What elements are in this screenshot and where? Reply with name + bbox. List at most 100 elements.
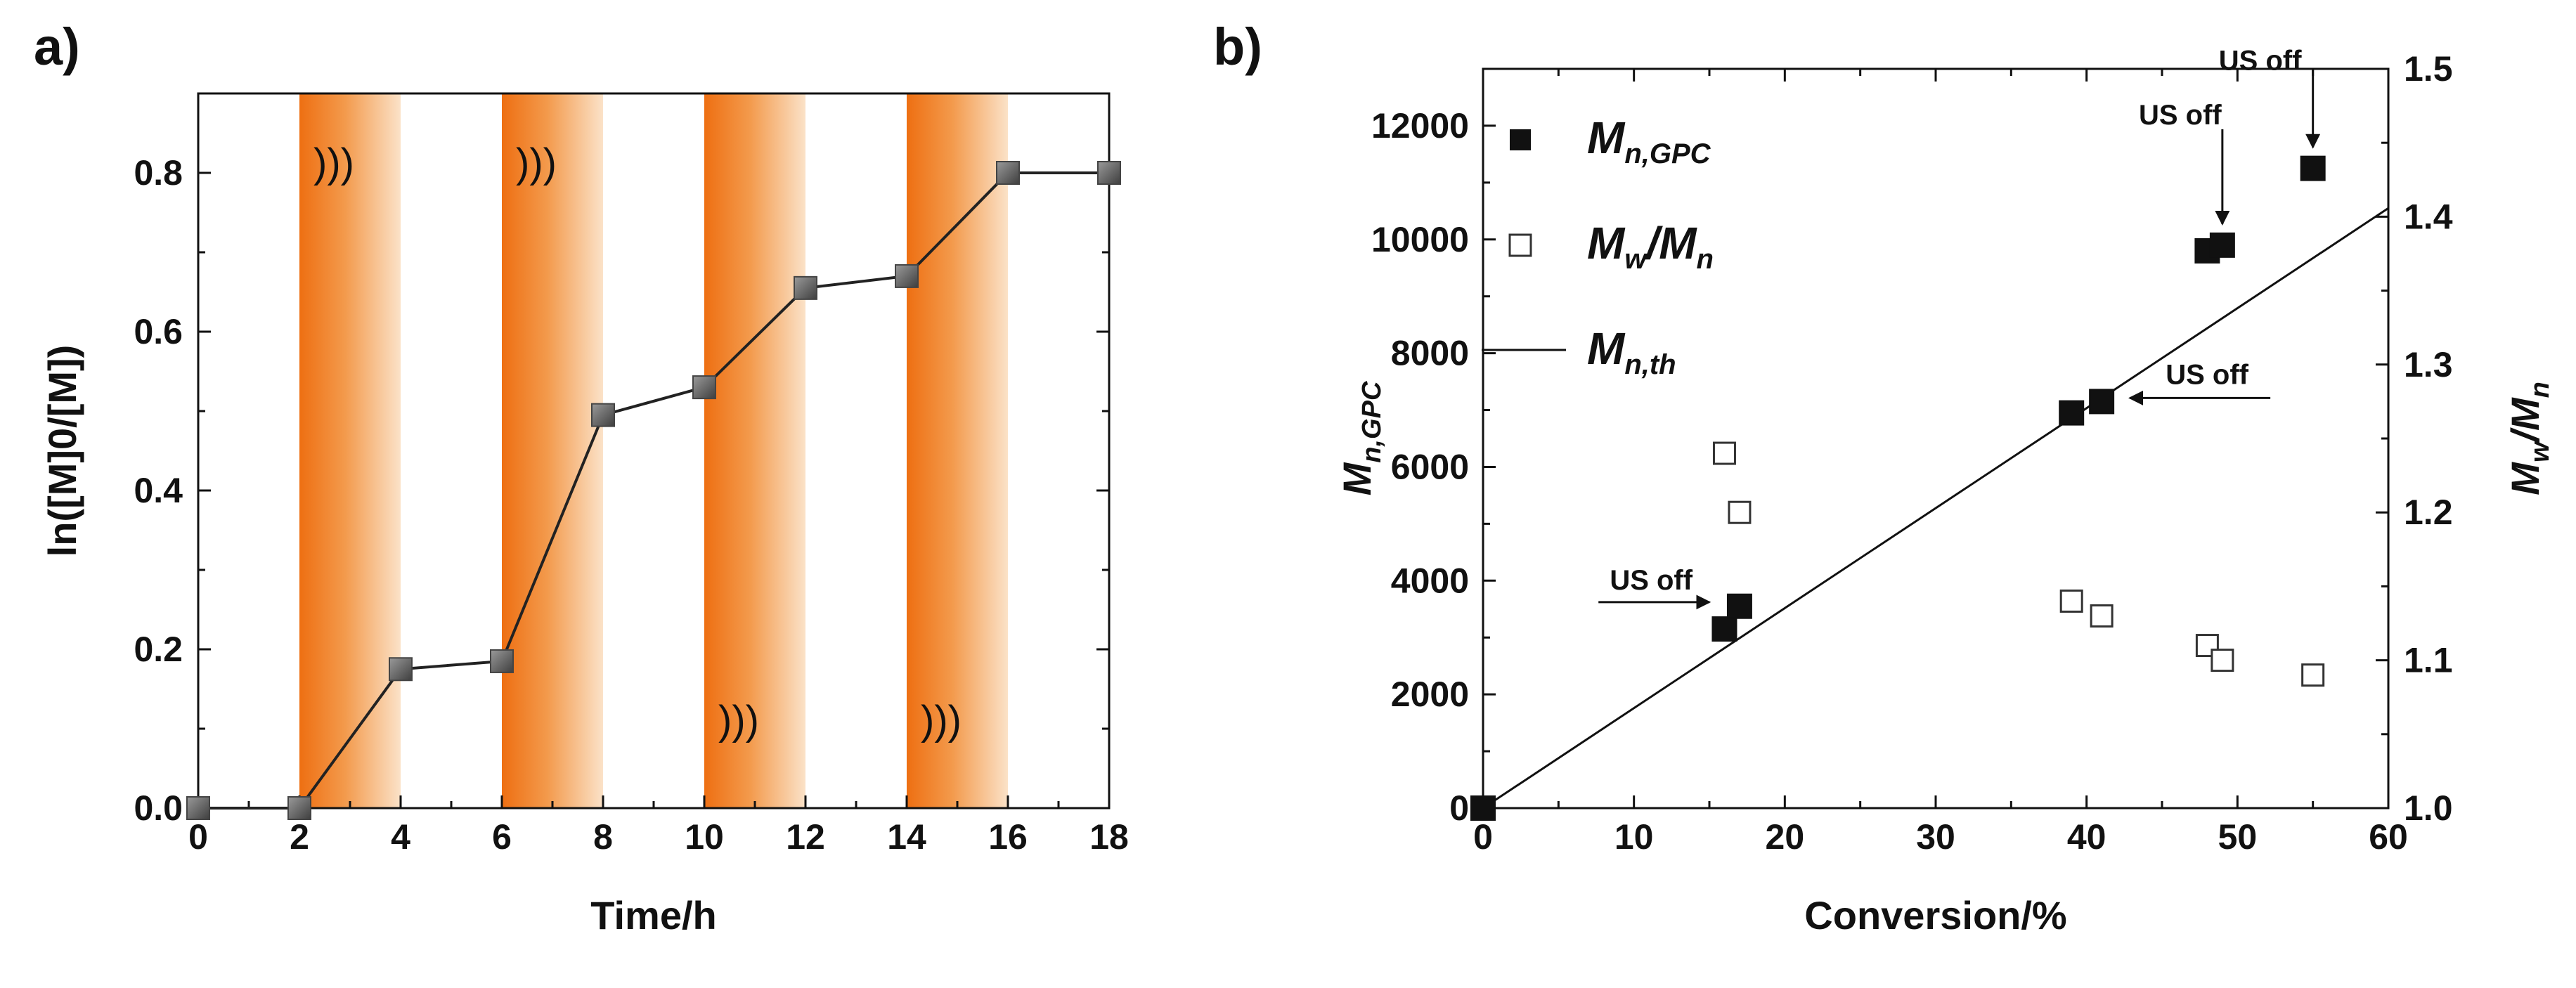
y-right-tick-label: 1.0 xyxy=(2404,788,2453,828)
y-right-title-sub2: n xyxy=(2525,382,2555,398)
panel-a-label: a) xyxy=(34,18,80,76)
mn-gpc-point xyxy=(1711,616,1737,642)
y-tick-label: 0.8 xyxy=(134,153,183,193)
y-right-title-sep: /M xyxy=(2503,397,2547,444)
mw-mn-point xyxy=(1728,500,1752,524)
x-tick-label: 0 xyxy=(188,817,208,857)
y-left-title-sub: n,GPC xyxy=(1357,381,1387,463)
mn-gpc-point xyxy=(2059,400,2085,426)
y-left-tick-label: 10000 xyxy=(1371,220,1469,259)
y-tick-label: 0.0 xyxy=(134,788,183,828)
x-tick-label: 12 xyxy=(786,817,825,857)
mn-gpc-point xyxy=(1470,795,1496,821)
mn-gpc-point xyxy=(2089,389,2115,415)
x-tick-label: 2 xyxy=(290,817,309,857)
mw-mn-point xyxy=(2090,604,2114,628)
y-right-axis-title: Mw/Mn xyxy=(2503,382,2555,495)
y-tick-label: 0.2 xyxy=(134,630,183,669)
y-left-tick-label: 6000 xyxy=(1391,447,1469,486)
data-point xyxy=(1097,161,1121,185)
x-tick-label: 0 xyxy=(1473,817,1493,857)
y-tick-label: 0.6 xyxy=(134,312,183,351)
x-axis-title: Conversion/% xyxy=(1804,893,2066,937)
ultrasound-band xyxy=(704,93,805,808)
y-axis-title: ln([M]0/[M]) xyxy=(40,345,84,557)
plot-frame xyxy=(1482,67,2390,810)
us-off-label: US off xyxy=(2139,100,2222,131)
x-tick-label: 16 xyxy=(988,817,1028,857)
x-tick-label: 4 xyxy=(391,817,410,857)
x-axis-title: Time/h xyxy=(590,893,716,937)
us-off-label: US off xyxy=(2166,359,2248,390)
legend-sub: n,GPC xyxy=(1624,138,1711,169)
legend-main: M xyxy=(1587,218,1626,268)
panel-b: 0 10 20 30 40 50 60 0 2000 4000 6000 8000 10000 12000… xyxy=(1213,18,2555,937)
x-tick-label: 6 xyxy=(492,817,512,857)
x-tick-label: 20 xyxy=(1766,817,1805,857)
data-point xyxy=(490,649,514,673)
data-point xyxy=(287,796,311,820)
y-right-tick-label: 1.3 xyxy=(2404,345,2453,384)
ultrasound-icon: ))) xyxy=(516,141,557,186)
legend-main: M xyxy=(1587,323,1626,374)
ultrasound-band xyxy=(299,93,401,808)
y-right-tick-label: 1.1 xyxy=(2404,641,2453,680)
legend-main: M xyxy=(1587,112,1626,163)
y-left-tick-label: 8000 xyxy=(1391,334,1469,373)
x-tick-label: 10 xyxy=(1614,817,1654,857)
y-left-tick-label: 2000 xyxy=(1391,675,1469,714)
legend-sub: n,th xyxy=(1624,349,1676,380)
mn-gpc-point xyxy=(2300,155,2326,181)
x-tick-label: 14 xyxy=(887,817,926,857)
legend-sub2: n xyxy=(1697,244,1714,275)
legend-marker-filled xyxy=(1510,129,1531,150)
x-tick-label: 18 xyxy=(1089,817,1129,857)
mw-mn-point xyxy=(2211,649,2234,672)
mw-mn-point xyxy=(2059,589,2083,613)
ultrasound-band xyxy=(907,93,1008,808)
mn-gpc-point xyxy=(2209,232,2235,258)
us-off-label: US off xyxy=(1610,565,1692,596)
data-point xyxy=(591,403,615,427)
y-left-tick-label: 4000 xyxy=(1391,561,1469,600)
x-tick-label: 10 xyxy=(685,817,724,857)
mn-th-line xyxy=(1482,207,2389,810)
y-left-title-main: M xyxy=(1335,462,1379,495)
panel-a: )))))))))))) 0 2 4 6 8 10 12 14 16 18 0.0 0.2 0.4 0.6 0… xyxy=(34,18,1129,937)
legend-sep: /M xyxy=(1644,218,1697,268)
x-tick-label: 8 xyxy=(593,817,613,857)
y-left-tick-label: 12000 xyxy=(1371,106,1469,145)
y-left-axis-title: Mn,GPC xyxy=(1335,381,1387,495)
data-point xyxy=(794,275,817,300)
y-right-title-sub: w xyxy=(2525,440,2555,462)
panel-b-label: b) xyxy=(1213,18,1262,76)
mw-mn-point xyxy=(1712,441,1736,465)
ultrasound-icon: ))) xyxy=(718,698,759,743)
x-tick-label: 40 xyxy=(2067,817,2106,857)
y-right-tick-label: 1.2 xyxy=(2404,493,2453,532)
y-right-title-main: M xyxy=(2503,462,2547,495)
legend-sub: w xyxy=(1624,244,1648,275)
data-point xyxy=(389,657,413,682)
legend-entry: Mw/Mn xyxy=(1587,218,1714,275)
mw-mn-point xyxy=(2301,663,2325,687)
y-right-tick-label: 1.4 xyxy=(2404,197,2453,236)
x-tick-label: 50 xyxy=(2218,817,2258,857)
x-tick-label: 30 xyxy=(1916,817,1955,857)
y-tick-label: 0.4 xyxy=(134,471,183,510)
x-tick-label: 60 xyxy=(2369,817,2408,857)
data-point xyxy=(996,161,1020,185)
data-point xyxy=(692,375,716,400)
ultrasound-icon: ))) xyxy=(313,141,354,186)
ultrasound-icon: ))) xyxy=(921,698,962,743)
legend-entry: Mn,th xyxy=(1587,323,1676,380)
y-left-tick-label: 0 xyxy=(1449,788,1469,828)
mn-gpc-point xyxy=(1726,593,1752,619)
data-point xyxy=(186,796,210,820)
data-point xyxy=(895,264,919,288)
legend-marker-open xyxy=(1508,233,1532,257)
data-line xyxy=(198,171,1109,810)
legend-entry: Mn,GPC xyxy=(1587,112,1711,169)
y-right-tick-label: 1.5 xyxy=(2404,49,2453,89)
